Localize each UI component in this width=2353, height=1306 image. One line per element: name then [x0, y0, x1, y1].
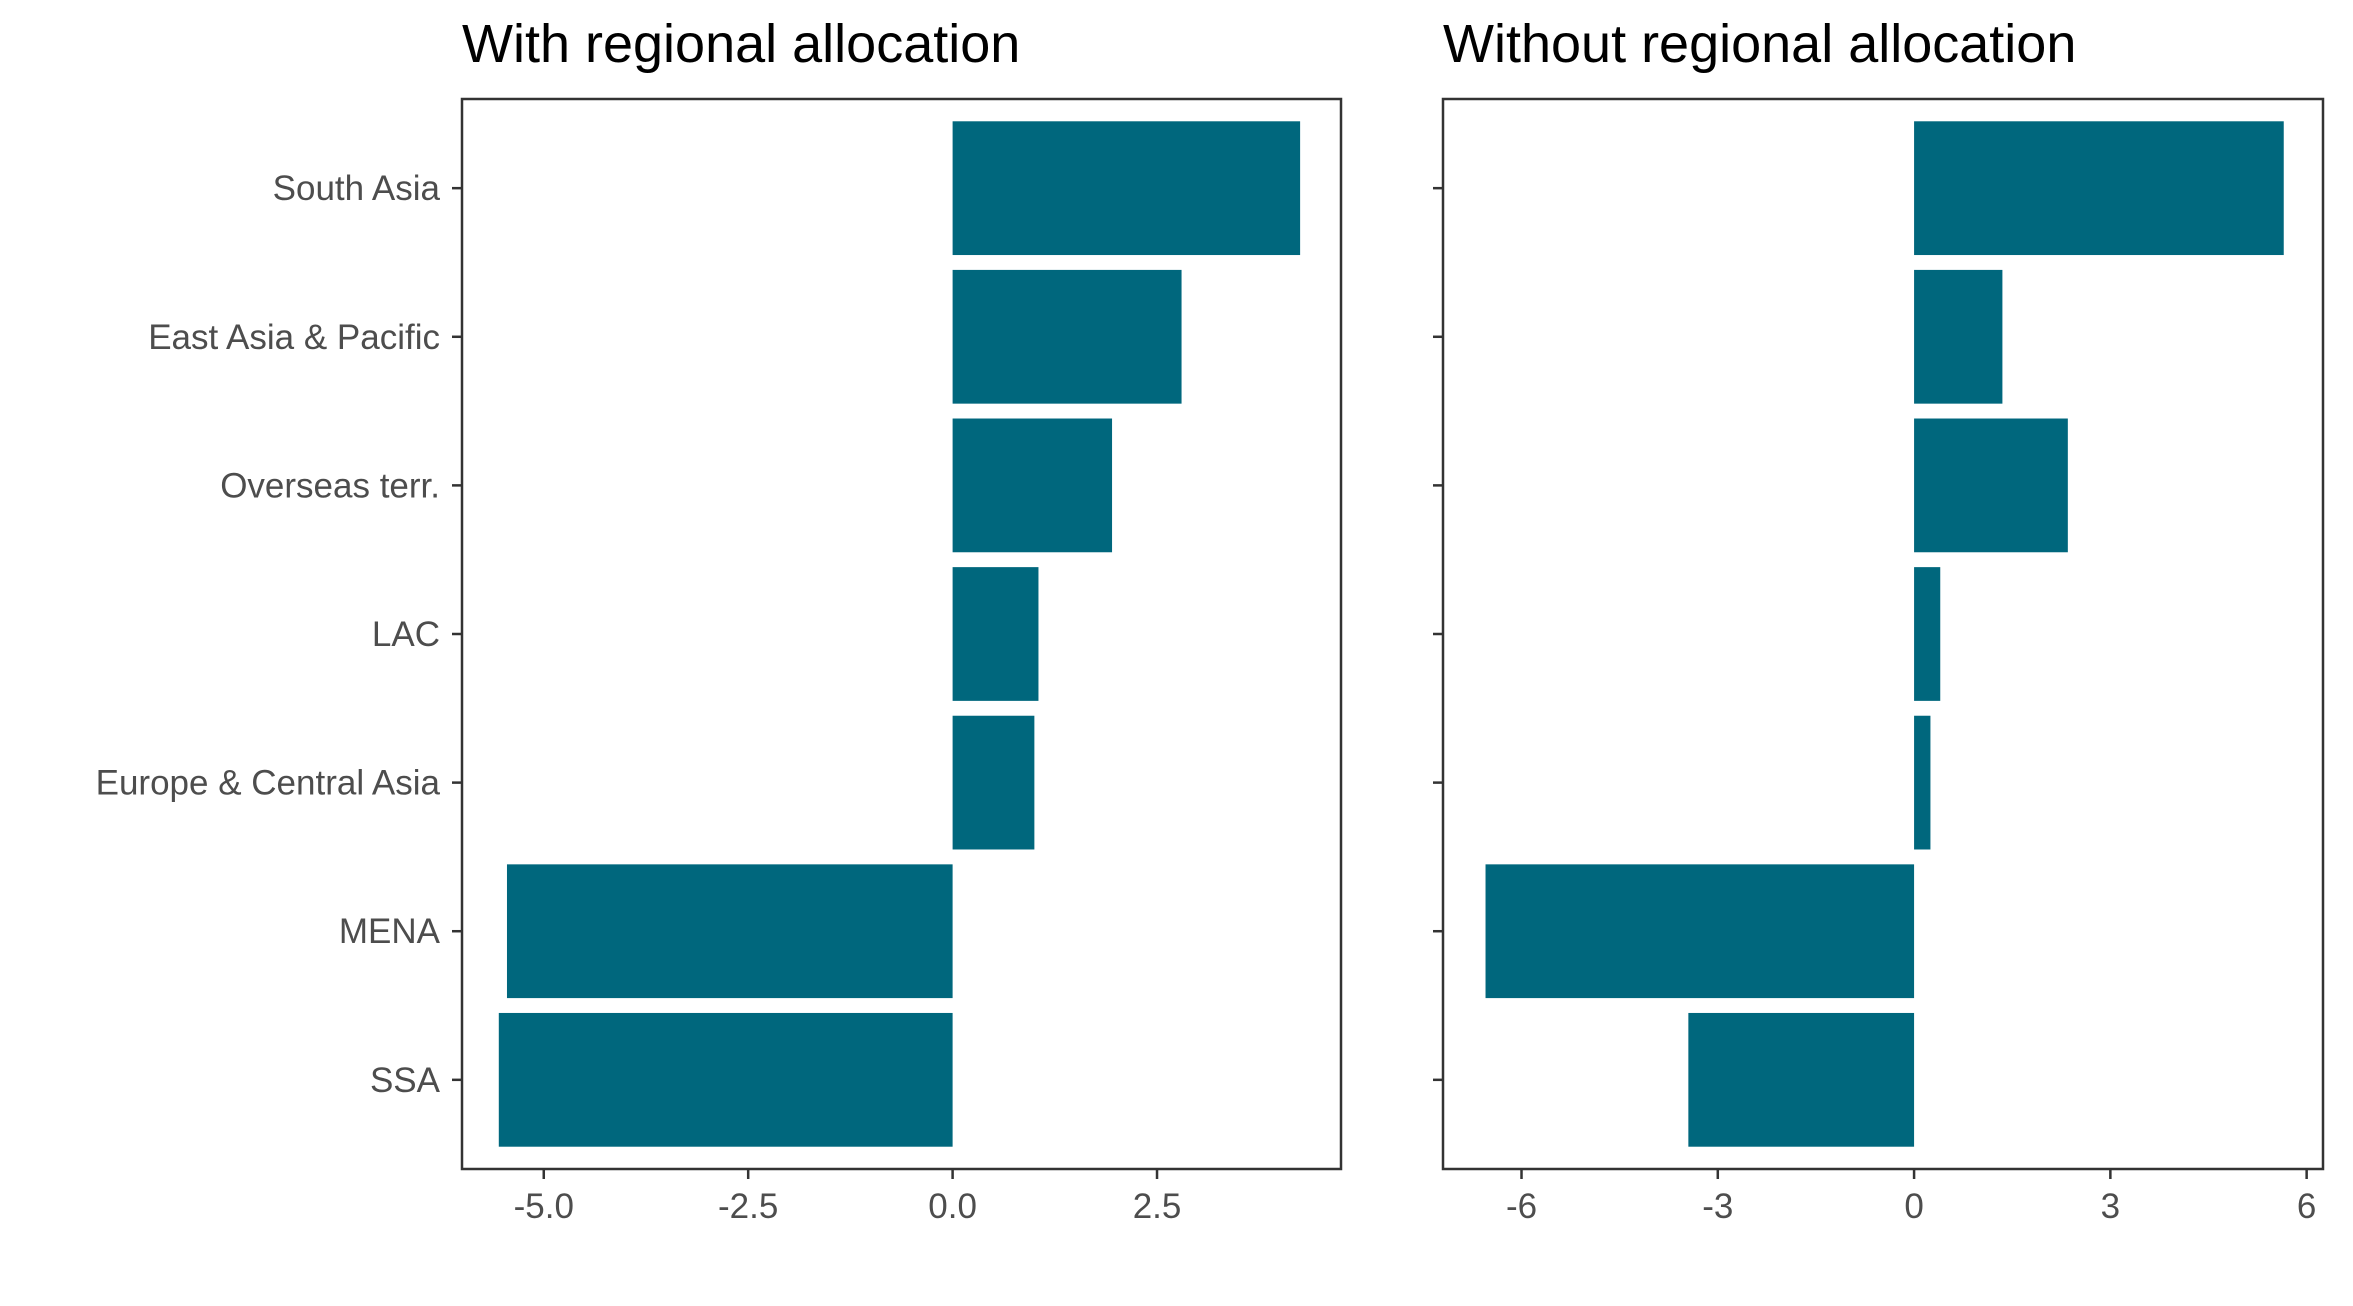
bar-east-asia-and-pacific: [952, 269, 1182, 404]
category-label-europe-and-central-asia: Europe & Central Asia: [96, 764, 441, 803]
bar-mena: [1485, 864, 1915, 999]
bar-ssa: [498, 1012, 953, 1147]
chart-title: With regional allocation: [462, 14, 1020, 74]
category-label-lac: LAC: [372, 615, 440, 654]
panel-border: [1441, 97, 2325, 1171]
x-tick-label: -6: [1506, 1187, 1537, 1226]
bar-overseas-terr: [1914, 418, 2068, 553]
bar-europe-and-central-asia: [952, 715, 1035, 850]
category-label-mena: MENA: [339, 912, 441, 951]
x-tick-label: 6: [2297, 1187, 2316, 1226]
category-label-south-asia: South Asia: [273, 169, 441, 208]
bar-south-asia: [952, 121, 1301, 256]
category-label-overseas-terr: Overseas terr.: [220, 466, 440, 505]
x-tick-label: 2.5: [1133, 1187, 1182, 1226]
x-tick-label: 0.0: [928, 1187, 977, 1226]
bar-overseas-terr: [952, 418, 1113, 553]
x-tick-label: 0: [1904, 1187, 1923, 1226]
x-tick-label: -5.0: [514, 1187, 574, 1226]
bar-ssa: [1688, 1012, 1915, 1147]
x-tick-label: -3: [1702, 1187, 1733, 1226]
category-label-east-asia-and-pacific: East Asia & Pacific: [148, 318, 440, 357]
bar-mena: [506, 864, 953, 999]
chart-title: Without regional allocation: [1443, 14, 2076, 74]
panel-border: [460, 97, 1343, 1171]
x-tick-label: -2.5: [718, 1187, 778, 1226]
bar-lac: [1914, 567, 1941, 701]
bar-lac: [952, 567, 1039, 701]
chart-panel-with-regional-allocation: With regional allocation South Asia East A…: [96, 14, 1343, 1226]
bar-east-asia-and-pacific: [1914, 269, 2003, 404]
x-tick-label: 3: [2101, 1187, 2120, 1226]
chart-panel-without-regional-allocation: Without regional allocation -6 -3 0 3 6: [1433, 14, 2325, 1226]
category-label-ssa: SSA: [370, 1061, 441, 1100]
bar-europe-and-central-asia: [1914, 715, 1931, 850]
bar-south-asia: [1914, 121, 2284, 256]
